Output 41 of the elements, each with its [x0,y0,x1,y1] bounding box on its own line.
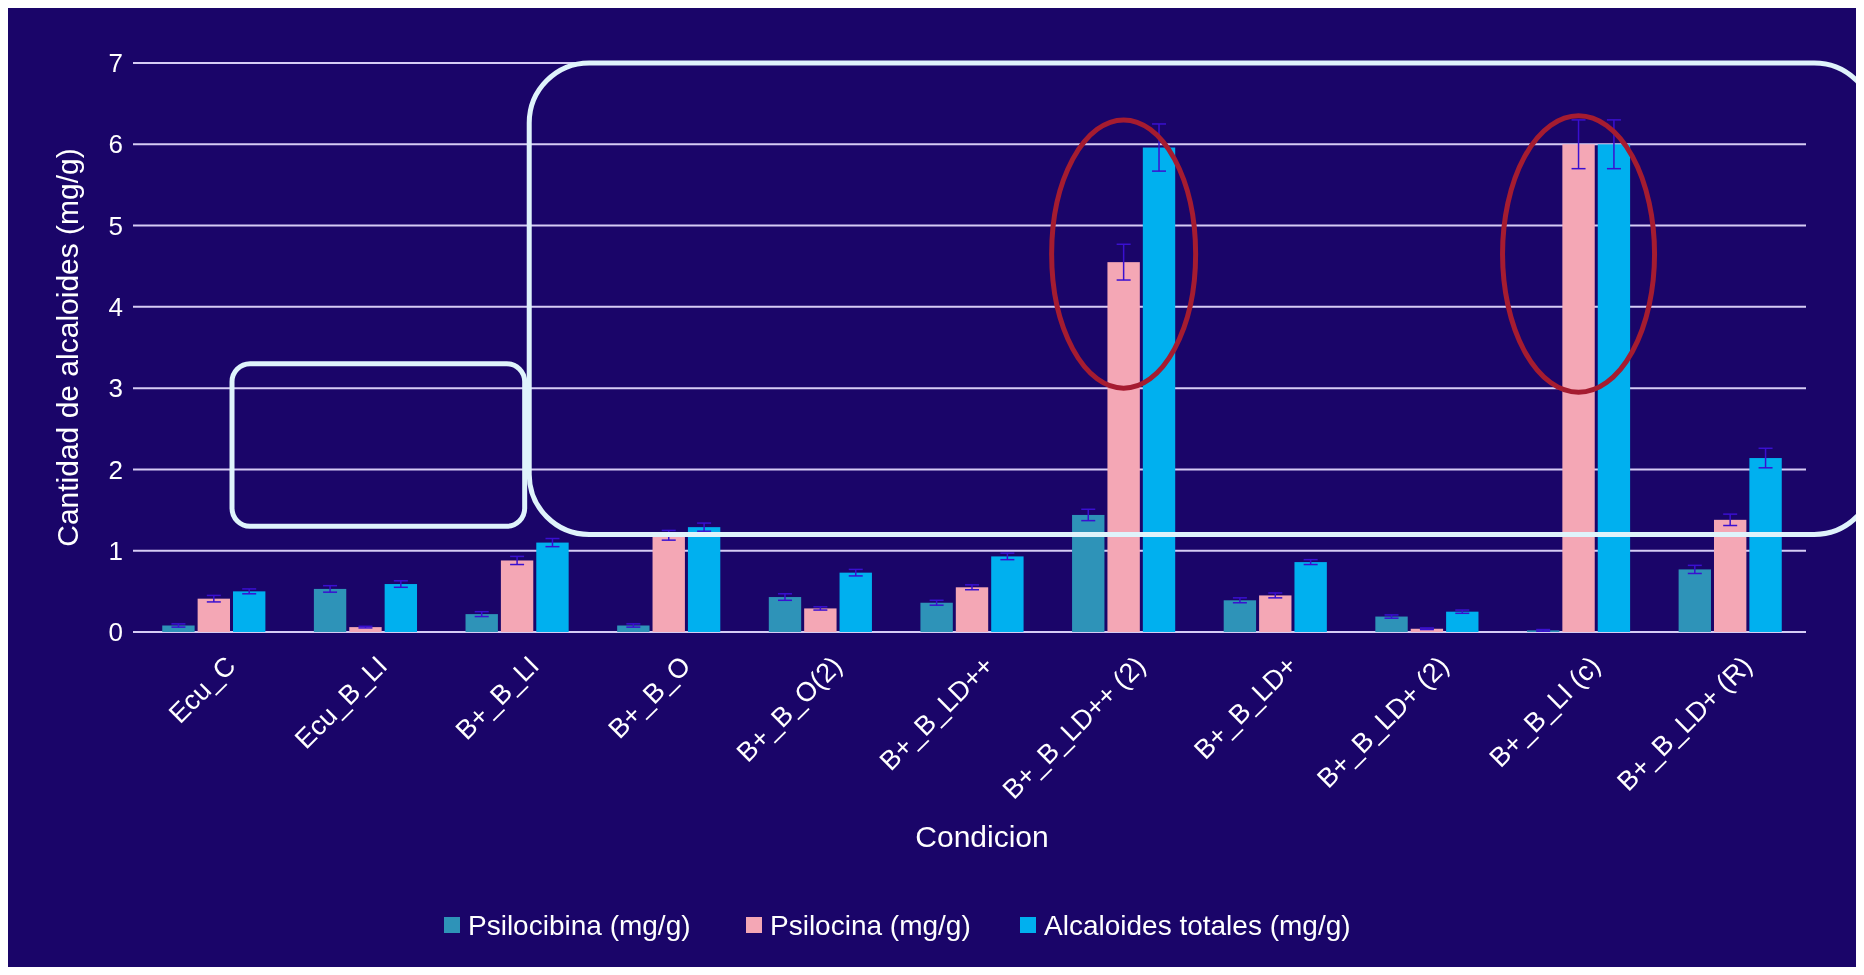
y-axis-title: Cantidad de alcaloides (mg/g) [51,148,84,547]
bar [839,572,872,632]
bar [920,602,953,632]
bar [1597,144,1631,632]
bar [500,560,534,632]
bar [1375,616,1408,632]
bar [465,614,498,632]
bar [1294,562,1327,632]
bar [1107,262,1140,632]
bar [1562,144,1595,632]
y-tick-label: 1 [108,535,123,566]
bar [955,587,989,632]
x-axis-title: Condicion [915,820,1049,853]
y-tick-label: 3 [108,373,123,404]
y-tick-label: 0 [108,617,123,648]
bar [384,584,418,632]
bar [1749,458,1782,632]
bar [804,608,837,632]
bar [1259,595,1292,632]
bar [1446,611,1479,632]
bar [768,597,802,632]
bar [1713,519,1747,632]
bar [233,591,266,632]
bar [197,598,231,632]
legend-label: Psilocibina (mg/g) [468,909,691,941]
y-tick-label: 6 [108,129,123,160]
bar [536,542,569,632]
bar [1142,147,1176,632]
legend-label: Alcaloides totales (mg/g) [1044,909,1351,941]
legend-label: Psilocina (mg/g) [770,909,971,941]
y-tick-label: 2 [108,454,123,485]
bar [687,527,721,632]
bar [1072,514,1105,632]
bar [313,588,347,632]
y-tick-label: 4 [108,291,123,322]
bar [1678,569,1711,632]
y-tick-label: 7 [108,48,123,79]
bar [991,556,1024,632]
y-tick-label: 5 [108,210,123,241]
bar [652,535,685,632]
bar [1223,600,1257,632]
